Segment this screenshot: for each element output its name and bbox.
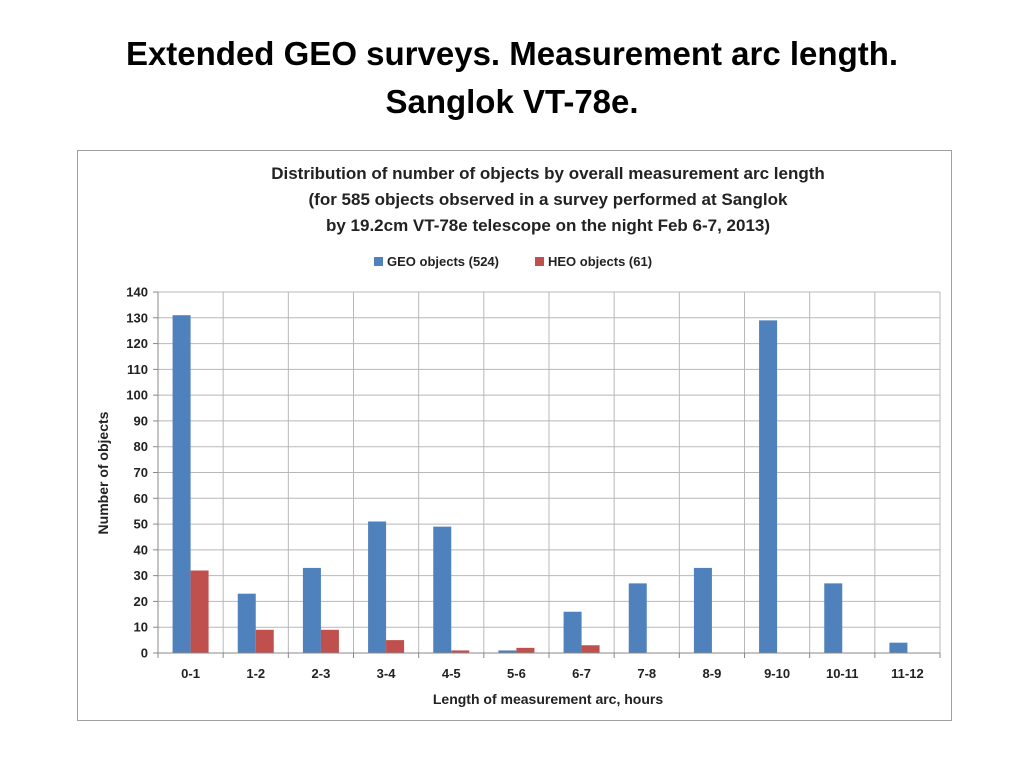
legend-swatch-heo (535, 257, 544, 266)
y-tick-label: 80 (134, 439, 148, 454)
axes (157, 292, 940, 654)
y-tick-label: 100 (126, 388, 148, 403)
y-tick-label: 0 (141, 646, 148, 661)
y-tick-label: 10 (134, 620, 148, 635)
x-tick-label: 10-11 (826, 666, 859, 681)
bar-geo-1-2 (237, 593, 256, 653)
y-tick-label: 70 (134, 465, 148, 480)
chart-title-line-3: by 19.2cm VT-78e telescope on the night … (326, 216, 770, 235)
bar-geo-2-3 (302, 567, 321, 653)
bar-heo-4-5 (451, 650, 470, 653)
y-tick-label: 140 (126, 285, 148, 300)
chart-title-line-1: Distribution of number of objects by ove… (271, 164, 825, 183)
legend-label-geo: GEO objects (524) (387, 254, 499, 269)
bar-geo-9-10 (759, 320, 778, 653)
bars (172, 315, 908, 653)
x-tick-label: 11-12 (891, 666, 924, 681)
bar-geo-7-8 (628, 583, 647, 653)
x-axis-ticks: 0-1 1-2 2-3 3-4 4-5 5-6 6-7 7-8 8-9 9-10 10-11 11-1… (157, 653, 941, 681)
bar-geo-6-7 (563, 611, 582, 653)
bar-heo-5-6 (516, 647, 535, 653)
x-tick-label: 7-8 (637, 666, 656, 681)
x-tick-label: 2-3 (312, 666, 331, 681)
bar-geo-10-11 (824, 583, 843, 653)
bar-geo-3-4 (368, 521, 387, 653)
legend-swatch-geo (374, 257, 383, 266)
bar-chart: Distribution of number of objects by ove… (95, 164, 941, 707)
bar-heo-2-3 (320, 629, 339, 653)
x-tick-label: 6-7 (572, 666, 591, 681)
bar-geo-0-1 (172, 315, 191, 653)
bar-heo-1-2 (255, 629, 274, 653)
x-tick-label: 0-1 (181, 666, 200, 681)
bar-geo-4-5 (433, 526, 452, 653)
chart-title-line-2: (for 585 objects observed in a survey pe… (309, 190, 789, 209)
bar-heo-3-4 (386, 640, 405, 653)
bar-heo-6-7 (581, 645, 600, 653)
bar-geo-11-12 (889, 642, 908, 653)
legend-label-heo: HEO objects (61) (548, 254, 652, 269)
bar-geo-8-9 (693, 567, 712, 653)
bar-geo-5-6 (498, 650, 517, 653)
y-axis-label: Number of objects (95, 411, 111, 534)
y-tick-label: 110 (127, 362, 148, 377)
y-axis-ticks: 0 10 20 30 40 50 60 70 80 90 100 110 120 130 140 (126, 285, 158, 661)
gridlines (158, 291, 941, 653)
slide-title-line-2: Sanglok VT-78e. (385, 83, 639, 120)
y-tick-label: 90 (134, 413, 148, 428)
x-tick-label: 5-6 (507, 666, 526, 681)
y-tick-label: 40 (134, 542, 148, 557)
slide-title: Extended GEO surveys. Measurement arc le… (40, 30, 984, 126)
y-tick-label: 30 (134, 568, 148, 583)
x-axis-label: Length of measurement arc, hours (433, 691, 663, 707)
chart-legend: GEO objects (524) HEO objects (61) (374, 254, 652, 269)
chart-frame: Distribution of number of objects by ove… (77, 150, 952, 721)
y-tick-label: 50 (134, 517, 148, 532)
chart-title: Distribution of number of objects by ove… (271, 164, 825, 235)
y-tick-label: 130 (126, 310, 148, 325)
x-tick-label: 9-10 (764, 666, 790, 681)
slide-title-line-1: Extended GEO surveys. Measurement arc le… (125, 35, 899, 72)
bar-heo-0-1 (190, 570, 209, 653)
y-tick-label: 20 (134, 594, 148, 609)
x-tick-label: 8-9 (703, 666, 722, 681)
x-tick-label: 4-5 (442, 666, 461, 681)
y-tick-label: 120 (126, 336, 148, 351)
y-tick-label: 60 (134, 491, 148, 506)
x-tick-label: 3-4 (377, 666, 397, 681)
x-tick-label: 1-2 (246, 666, 265, 681)
